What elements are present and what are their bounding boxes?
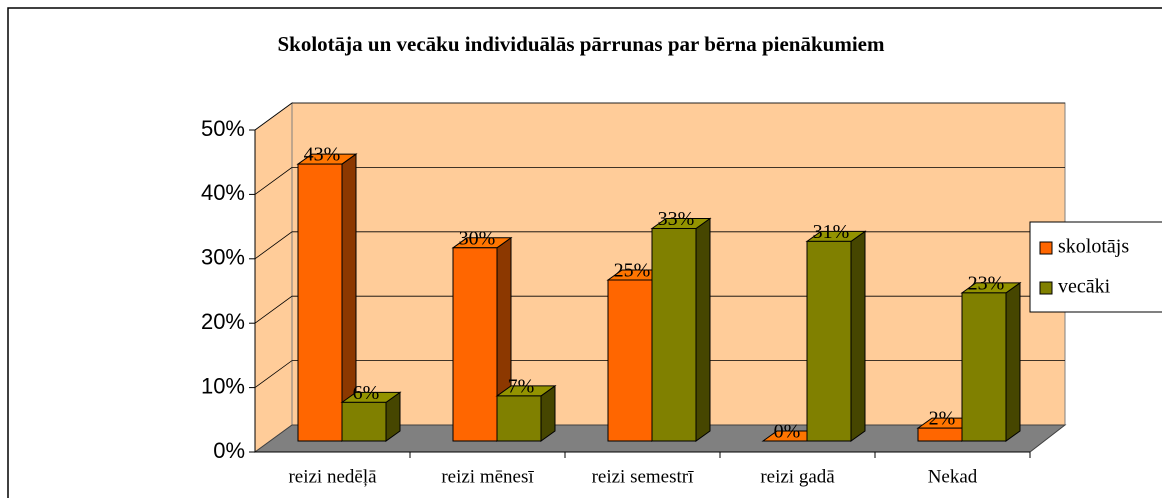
- y-tick-label: 40%: [201, 180, 245, 205]
- bar: [917, 427, 963, 442]
- value-label: 2%: [929, 408, 956, 430]
- value-label: 0%: [774, 421, 801, 443]
- value-label: 25%: [614, 260, 651, 282]
- grid-line: [254, 166, 1065, 195]
- bar-side: [1005, 281, 1021, 442]
- y-tick-label: 0%: [213, 438, 245, 463]
- bar: [297, 163, 343, 442]
- value-label: 43%: [304, 144, 341, 166]
- legend-swatch: [1039, 241, 1053, 255]
- bar-side: [695, 217, 711, 442]
- value-label: 30%: [459, 227, 496, 249]
- grid-line: [254, 102, 1065, 131]
- value-label: 6%: [353, 382, 380, 404]
- value-label: 31%: [813, 221, 850, 243]
- legend-box: [1029, 221, 1162, 313]
- y-tick-label: 30%: [201, 245, 245, 270]
- bar: [806, 240, 852, 442]
- bar: [452, 247, 498, 442]
- side-wall: [254, 102, 293, 453]
- y-tick-label: 50%: [201, 116, 245, 141]
- y-tick-label: 20%: [201, 309, 245, 334]
- value-label: 7%: [508, 376, 535, 398]
- grid-line: [254, 231, 1065, 260]
- bar: [496, 395, 542, 442]
- value-label: 23%: [968, 272, 1005, 294]
- bar: [651, 227, 697, 442]
- x-tick-label: reizi nedēļā: [288, 466, 377, 487]
- bar: [607, 279, 653, 442]
- legend-label: vecāki: [1058, 276, 1111, 298]
- x-tick-label: reizi gadā: [760, 466, 835, 487]
- x-tick-label: reizi mēnesī: [441, 466, 534, 487]
- bar-side: [850, 230, 866, 442]
- x-tick-label: reizi semestrī: [592, 466, 695, 487]
- chart-title: Skolotāja un vecāku individuālās pārruna…: [277, 32, 885, 56]
- bar: [961, 292, 1007, 442]
- y-tick-label: 10%: [201, 373, 245, 398]
- legend-label: skolotājs: [1058, 236, 1129, 258]
- legend-swatch: [1039, 281, 1053, 295]
- value-label: 33%: [658, 208, 695, 230]
- x-tick-label: Nekad: [928, 466, 978, 487]
- bar: [341, 401, 387, 442]
